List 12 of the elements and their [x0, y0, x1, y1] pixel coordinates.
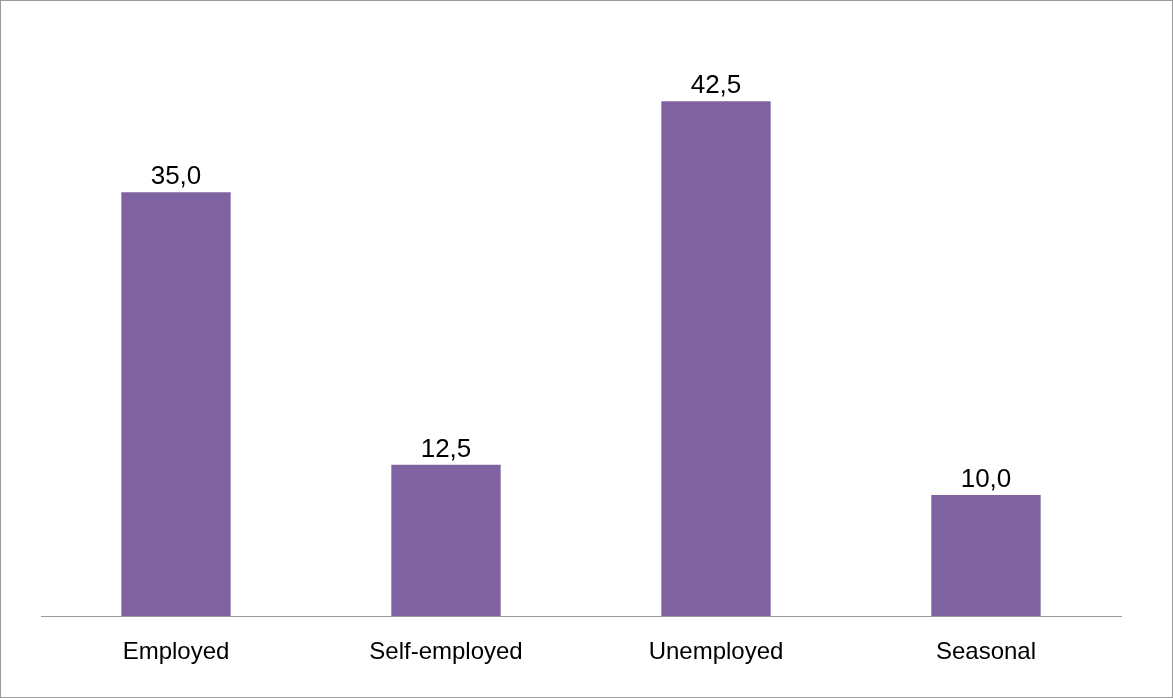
bar — [391, 464, 501, 617]
x-tick-label: Self-employed — [369, 637, 523, 665]
bar — [121, 192, 231, 617]
x-tick-label: Employed — [122, 637, 230, 665]
x-tick-label: Seasonal — [935, 637, 1037, 665]
bar — [931, 495, 1041, 617]
bar — [661, 101, 771, 617]
data-label: 42,5 — [690, 69, 742, 100]
x-tick-label: Unemployed — [648, 637, 784, 665]
data-label: 35,0 — [150, 160, 202, 191]
data-label: 10,0 — [960, 463, 1012, 494]
data-label: 12,5 — [420, 432, 472, 463]
